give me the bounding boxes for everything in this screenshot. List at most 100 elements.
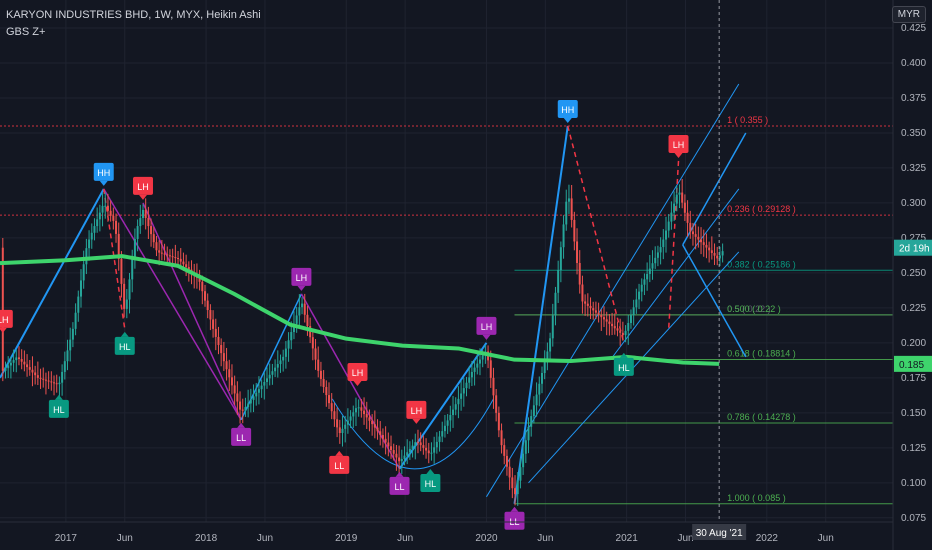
candle-body (411, 445, 414, 449)
candle-body (632, 307, 635, 316)
candle-body (230, 377, 233, 386)
symbol-title[interactable]: KARYON INDUSTRIES BHD, 1W, MYX, Heikin A… (6, 9, 261, 21)
pivot-pointer (395, 471, 404, 477)
candle-body (683, 202, 686, 213)
candle-body (427, 450, 430, 454)
candle-body (217, 336, 220, 346)
candle-body (34, 372, 37, 376)
candle-body (255, 392, 258, 397)
candle-body (36, 375, 39, 378)
pivot-label-text: HL (618, 363, 630, 373)
candle-body (263, 381, 266, 386)
candle-body (592, 308, 595, 311)
candle-body (441, 431, 444, 437)
candle-body (131, 259, 134, 280)
candle-body (236, 393, 239, 402)
candle-body (260, 385, 263, 390)
candle-body (90, 232, 93, 240)
pivot-badge (668, 134, 689, 153)
candle-body (42, 378, 45, 380)
price-tick-label: 0.200 (901, 338, 926, 349)
pivot-badge (231, 427, 252, 446)
projection-line (102, 188, 126, 329)
candle-body (55, 383, 58, 385)
candle-body (651, 263, 654, 269)
price-tick-label: 0.350 (901, 128, 926, 139)
candle-body (543, 362, 546, 374)
pivot-badge (504, 511, 525, 530)
pivot-pointer (120, 331, 129, 337)
trend-line (612, 188, 740, 358)
candle-body (177, 258, 180, 260)
candle-body (373, 424, 376, 428)
candle-body (635, 299, 638, 308)
candle-body (336, 419, 339, 428)
candle-body (303, 303, 306, 315)
candle-body (198, 277, 201, 282)
candle-body (115, 220, 118, 234)
candle-body (619, 330, 622, 333)
candle-body (4, 368, 7, 371)
candle-body (319, 370, 322, 379)
candle-body (166, 254, 169, 256)
fib-label: 0.500 ( 0.22 ) (727, 304, 781, 314)
candle-body (360, 407, 363, 411)
candle-body (322, 378, 325, 388)
candle-body (333, 411, 336, 420)
candle-body (328, 395, 331, 404)
cursor-date-tag (692, 524, 747, 540)
candle-body (694, 234, 697, 237)
candle-body (616, 328, 619, 331)
candle-body (500, 430, 503, 446)
pivot-label-text: LL (334, 461, 344, 471)
candle-body (381, 435, 384, 439)
pivot-labels: LHHLHHLHHLLLLHLLLHLLLHHLLHLLHHHLLH (0, 99, 689, 530)
candle-body (489, 360, 492, 378)
candle-body (252, 396, 255, 400)
trend-line (486, 83, 740, 498)
candle-body (686, 212, 689, 223)
candle-body (58, 382, 61, 385)
pivot-pointer (237, 422, 246, 428)
currency-button[interactable]: MYR (891, 6, 926, 23)
candle-body (562, 224, 565, 248)
candle-body (17, 357, 20, 360)
indicator-name[interactable]: GBS Z+ (6, 26, 46, 38)
candle-body (368, 417, 371, 421)
candle-body (670, 212, 673, 222)
candle-body (203, 291, 206, 301)
time-tick-label: 2018 (195, 533, 218, 544)
candle-body (28, 367, 31, 370)
candle-body (182, 261, 185, 265)
pivot-label-text: LH (352, 368, 364, 378)
candle-body (376, 427, 379, 432)
candle-body (395, 453, 398, 458)
candle-body (457, 398, 460, 405)
fib-levels: 1 ( 0.355 ) 0.236 ( 0.29128 ) 0.382 ( 0.25… (0, 115, 893, 505)
ma-price-tag (894, 355, 932, 372)
candle-body (98, 212, 101, 220)
price-tick-label: 0.150 (901, 408, 926, 419)
candle-body (387, 442, 390, 447)
cursor-date-label: 30 Aug '21 (696, 528, 743, 539)
candle-body (88, 239, 91, 249)
candle-body (9, 362, 12, 366)
candle-body (104, 205, 107, 207)
candle-body (244, 407, 247, 411)
candle-body (678, 192, 681, 195)
pivot-pointer (563, 117, 572, 123)
candle-body (667, 221, 670, 231)
candle-body (406, 452, 409, 456)
candle-body (47, 380, 50, 382)
candle-body (144, 209, 147, 218)
candle-body (93, 226, 96, 233)
candle-body (106, 205, 109, 211)
candle-body (460, 393, 463, 399)
pivot-label-text: LH (296, 273, 308, 283)
candle-body (279, 360, 282, 365)
candle-body (594, 310, 597, 313)
candle-body (438, 436, 441, 442)
time-tick-label: Jun (397, 533, 413, 544)
pivot-pointer (619, 352, 628, 358)
